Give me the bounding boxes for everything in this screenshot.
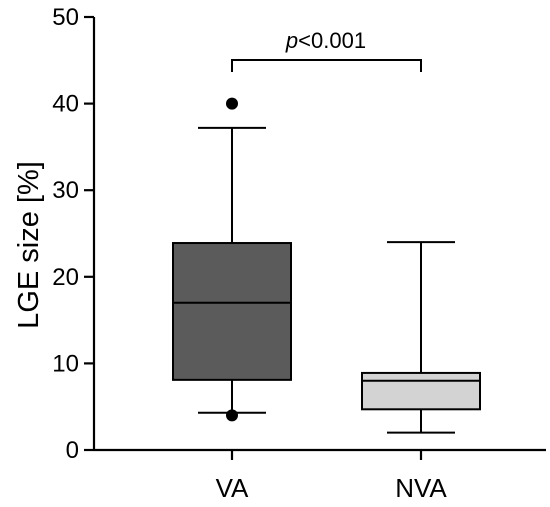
iqr-box (172, 242, 292, 381)
y-tick-label: 30 (52, 177, 79, 204)
significance-value: <0.001 (298, 28, 366, 53)
y-tick-label: 40 (52, 91, 79, 118)
significance-bracket: p<0.001 (231, 28, 422, 72)
axes: 0 10 20 30 40 50 VA NVA (52, 4, 546, 503)
significance-label: p<0.001 (285, 28, 366, 53)
x-category-label: VA (216, 473, 249, 503)
significance-p: p (285, 28, 298, 53)
y-tick-label: 0 (66, 437, 79, 464)
y-tick-label: 50 (52, 4, 79, 31)
y-tick-label: 20 (52, 264, 79, 291)
y-tick-label: 10 (52, 350, 79, 377)
outlier-point (226, 97, 238, 110)
x-category-label: NVA (395, 473, 447, 503)
y-axis-title: LGE size [%] (13, 161, 45, 329)
outlier-point (226, 409, 238, 422)
boxes (172, 97, 481, 434)
box-va (172, 97, 292, 422)
box-nva (361, 241, 481, 434)
iqr-box (361, 371, 481, 411)
significance-bracket-line (231, 59, 422, 72)
